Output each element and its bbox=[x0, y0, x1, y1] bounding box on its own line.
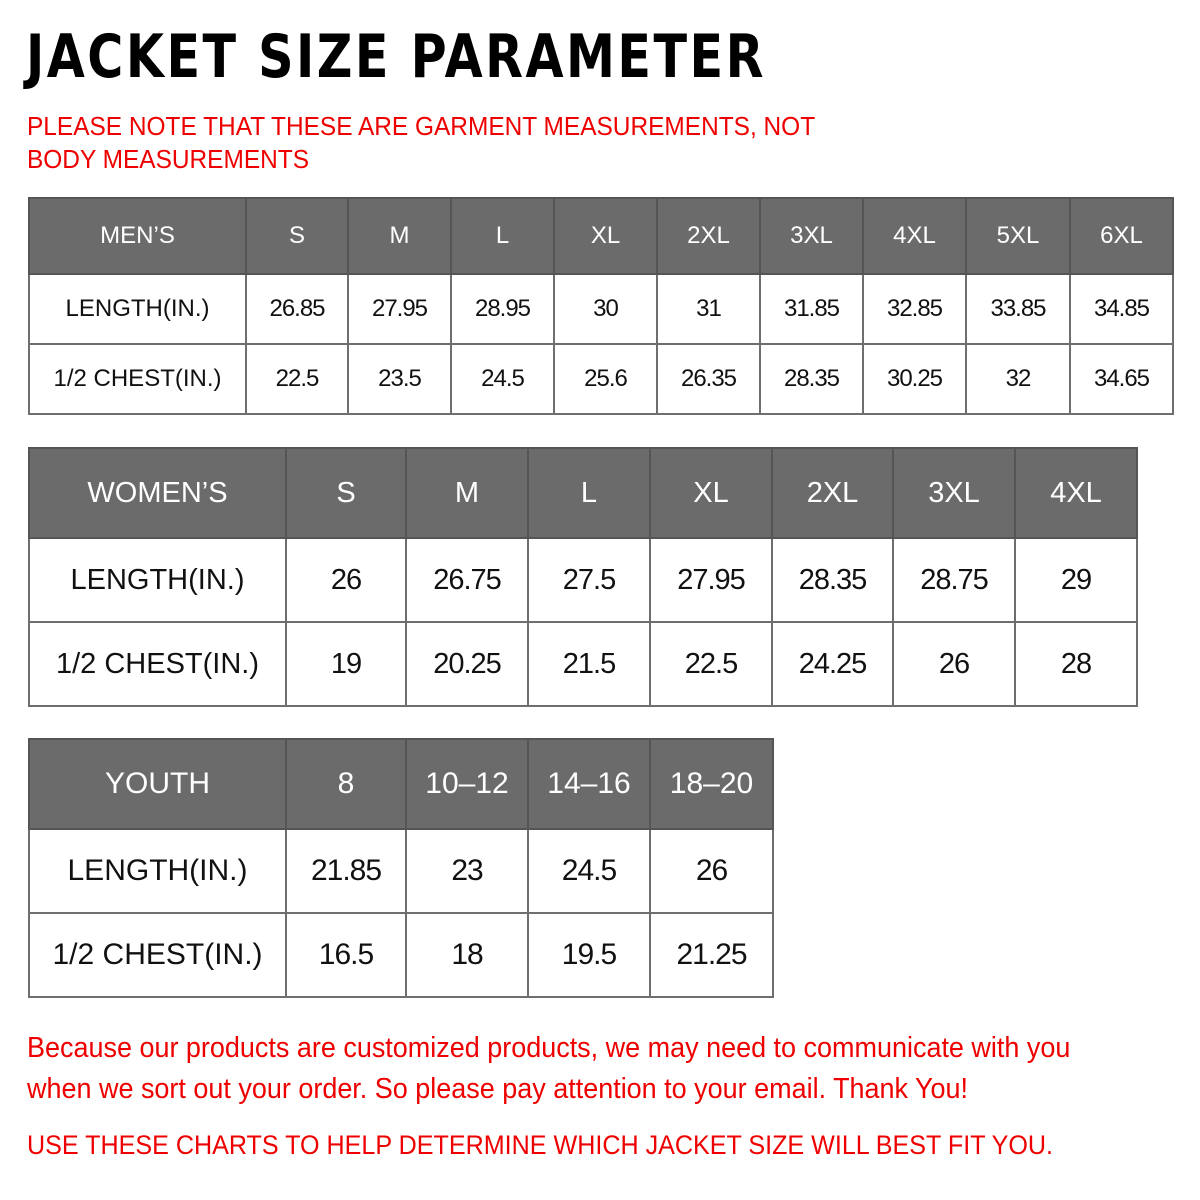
measurement-value: 18 bbox=[405, 912, 529, 998]
table-category-header: WOMEN’S bbox=[28, 447, 287, 539]
measurement-value: 27.95 bbox=[649, 537, 773, 623]
table-header-row: YOUTH 8 10–12 14–16 18–20 bbox=[28, 738, 774, 830]
measurement-value: 30.25 bbox=[862, 343, 967, 415]
size-header-cell: 8 bbox=[285, 738, 407, 830]
measurement-value: 32 bbox=[965, 343, 1071, 415]
mens-size-table: MEN’S S M L XL 2XL 3XL 4XL 5XL 6XL LENGTH(IN.) 26.8… bbox=[28, 197, 1174, 415]
size-header-cell: 4XL bbox=[862, 197, 967, 275]
measurement-value: 25.6 bbox=[553, 343, 658, 415]
measurement-label: LENGTH(IN.) bbox=[28, 537, 287, 623]
measurement-value: 27.5 bbox=[527, 537, 651, 623]
measurement-value: 33.85 bbox=[965, 273, 1071, 345]
measurement-value: 28.75 bbox=[892, 537, 1016, 623]
measurement-value: 34.65 bbox=[1069, 343, 1174, 415]
size-header-cell: XL bbox=[649, 447, 773, 539]
measurement-value: 22.5 bbox=[245, 343, 349, 415]
measurement-label: LENGTH(IN.) bbox=[28, 828, 287, 914]
size-header-cell: 5XL bbox=[965, 197, 1071, 275]
size-header-cell: S bbox=[285, 447, 407, 539]
size-header-cell: 2XL bbox=[771, 447, 894, 539]
size-header-cell: 2XL bbox=[656, 197, 761, 275]
measurement-value: 31.85 bbox=[759, 273, 864, 345]
measurement-value: 21.5 bbox=[527, 621, 651, 707]
measurement-value: 28.35 bbox=[771, 537, 894, 623]
measurement-value: 26.85 bbox=[245, 273, 349, 345]
size-header-cell: 3XL bbox=[759, 197, 864, 275]
table-row: LENGTH(IN.) 26.85 27.95 28.95 30 31 31.85 32.85… bbox=[28, 273, 1174, 345]
email-notice: Because our products are customized prod… bbox=[27, 1032, 1071, 1105]
size-header-cell: 4XL bbox=[1014, 447, 1138, 539]
measurement-value: 29 bbox=[1014, 537, 1138, 623]
womens-size-table: WOMEN’S S M L XL 2XL 3XL 4XL LENGTH(IN.) 26 26.75 2… bbox=[28, 447, 1138, 707]
measurement-value: 19 bbox=[285, 621, 407, 707]
measurement-label: 1/2 CHEST(IN.) bbox=[28, 621, 287, 707]
table-category-header: MEN’S bbox=[28, 197, 247, 275]
measurement-value: 30 bbox=[553, 273, 658, 345]
measurement-value: 31 bbox=[656, 273, 761, 345]
measurement-value: 26 bbox=[649, 828, 774, 914]
measurement-value: 21.85 bbox=[285, 828, 407, 914]
measurement-label: 1/2 CHEST(IN.) bbox=[28, 343, 247, 415]
page-title: JACKET SIZE PARAMETER bbox=[26, 22, 766, 92]
size-header-cell: M bbox=[347, 197, 452, 275]
measurement-value: 34.85 bbox=[1069, 273, 1174, 345]
size-header-cell: 3XL bbox=[892, 447, 1016, 539]
measurement-value: 23 bbox=[405, 828, 529, 914]
table-row: LENGTH(IN.) 21.85 23 24.5 26 bbox=[28, 828, 774, 914]
size-header-cell: S bbox=[245, 197, 349, 275]
measurement-value: 26.75 bbox=[405, 537, 529, 623]
measurement-label: 1/2 CHEST(IN.) bbox=[28, 912, 287, 998]
table-row: 1/2 CHEST(IN.) 22.5 23.5 24.5 25.6 26.35 28.35… bbox=[28, 343, 1174, 415]
size-header-cell: M bbox=[405, 447, 529, 539]
measurement-value: 24.5 bbox=[450, 343, 555, 415]
size-header-cell: 14–16 bbox=[527, 738, 651, 830]
table-row: 1/2 CHEST(IN.) 16.5 18 19.5 21.25 bbox=[28, 912, 774, 998]
measurement-note: PLEASE NOTE THAT THESE ARE GARMENT MEASU… bbox=[27, 111, 815, 174]
measurement-value: 22.5 bbox=[649, 621, 773, 707]
table-header-row: MEN’S S M L XL 2XL 3XL 4XL 5XL 6XL bbox=[28, 197, 1174, 275]
size-header-cell: L bbox=[527, 447, 651, 539]
measurement-value: 19.5 bbox=[527, 912, 651, 998]
measurement-value: 20.25 bbox=[405, 621, 529, 707]
table-row: LENGTH(IN.) 26 26.75 27.5 27.95 28.35 28.75 29 bbox=[28, 537, 1138, 623]
size-header-cell: XL bbox=[553, 197, 658, 275]
youth-size-table: YOUTH 8 10–12 14–16 18–20 LENGTH(IN.) 21.85 23 2… bbox=[28, 738, 774, 998]
size-header-cell: 6XL bbox=[1069, 197, 1174, 275]
measurement-value: 23.5 bbox=[347, 343, 452, 415]
table-row: 1/2 CHEST(IN.) 19 20.25 21.5 22.5 24.25 26 28 bbox=[28, 621, 1138, 707]
measurement-value: 26 bbox=[285, 537, 407, 623]
size-header-cell: 18–20 bbox=[649, 738, 774, 830]
measurement-value: 28.95 bbox=[450, 273, 555, 345]
table-header-row: WOMEN’S S M L XL 2XL 3XL 4XL bbox=[28, 447, 1138, 539]
measurement-value: 24.25 bbox=[771, 621, 894, 707]
measurement-value: 21.25 bbox=[649, 912, 774, 998]
measurement-value: 28 bbox=[1014, 621, 1138, 707]
chart-instruction: USE THESE CHARTS TO HELP DETERMINE WHICH… bbox=[27, 1130, 1054, 1160]
size-header-cell: 10–12 bbox=[405, 738, 529, 830]
measurement-value: 26.35 bbox=[656, 343, 761, 415]
measurement-value: 16.5 bbox=[285, 912, 407, 998]
measurement-value: 28.35 bbox=[759, 343, 864, 415]
measurement-value: 27.95 bbox=[347, 273, 452, 345]
measurement-label: LENGTH(IN.) bbox=[28, 273, 247, 345]
measurement-value: 24.5 bbox=[527, 828, 651, 914]
table-category-header: YOUTH bbox=[28, 738, 287, 830]
size-header-cell: L bbox=[450, 197, 555, 275]
measurement-value: 26 bbox=[892, 621, 1016, 707]
measurement-value: 32.85 bbox=[862, 273, 967, 345]
